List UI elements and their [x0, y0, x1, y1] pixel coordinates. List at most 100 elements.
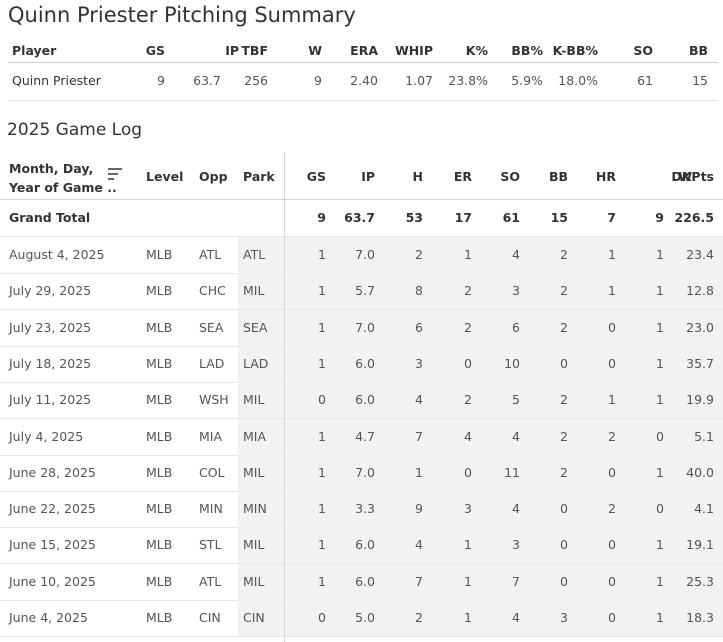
row-so-cell: 3: [512, 537, 520, 553]
row-bb-cell: 2: [560, 392, 568, 408]
row-bb-cell: 0: [560, 355, 568, 371]
summary-so: 61: [637, 73, 653, 88]
row-ip-cell: 7.0: [355, 464, 375, 480]
row-level-cell: MLB: [146, 610, 173, 625]
header-ip[interactable]: IP: [361, 169, 375, 184]
header-level[interactable]: Level: [146, 169, 184, 184]
summary-header-bb-pct[interactable]: BB%: [511, 43, 543, 58]
summary-header-so[interactable]: SO: [633, 43, 653, 58]
row-opp-cell: COL: [199, 464, 225, 480]
row-ip-cell: 4.7: [355, 428, 375, 444]
table-row[interactable]: July 4, 2025 MLB MIA MIA 1 4.7 7 4 4 2 2 0 5.1: [0, 418, 723, 456]
summary-header-whip[interactable]: WHIP: [394, 43, 433, 58]
header-opp[interactable]: Opp: [199, 169, 228, 184]
park-cell-shading: [238, 563, 284, 600]
row-shading: [285, 309, 723, 346]
row-level-cell: MLB: [146, 355, 173, 371]
date-column-header[interactable]: Month, Day, Year of Game ..: [9, 159, 117, 197]
row-w-cell: 1: [656, 355, 664, 371]
row-level-cell: MLB: [146, 573, 173, 589]
row-opp-cell: LAD: [199, 355, 225, 371]
summary-bb: 15: [692, 73, 708, 88]
table-row[interactable]: July 23, 2025 MLB SEA SEA 1 7.0 6 2 6 2 0 1 23.0: [0, 309, 723, 347]
table-row[interactable]: June 28, 2025 MLB COL MIL 1 7.0 1 0 11 2 0 1 40.0: [0, 454, 723, 492]
row-dkpts-cell: 19.9: [686, 392, 714, 408]
game-log-title: 2025 Game Log: [7, 120, 143, 140]
row-shading: [285, 600, 723, 636]
table-row[interactable]: June 22, 2025 MLB MIN MIN 1 3.3 9 3 4 0 2 0 4.1: [0, 491, 723, 529]
total-h-cell: 53: [405, 210, 423, 225]
row-bb-cell: 0: [560, 537, 568, 553]
header-h[interactable]: H: [412, 169, 423, 184]
summary-header-player[interactable]: Player: [12, 43, 57, 58]
summary-k-pct: 23.8%: [448, 73, 488, 88]
row-shading: [285, 563, 723, 600]
summary-header-k-pct[interactable]: K%: [465, 43, 488, 58]
row-date-cell: July 11, 2025: [9, 392, 92, 408]
row-level-cell: MLB: [146, 428, 173, 444]
row-bb-cell: 2: [560, 428, 568, 444]
row-h-cell: 2: [415, 247, 423, 262]
date-header-line1: Month, Day,: [9, 161, 94, 176]
header-hr[interactable]: HR: [595, 169, 616, 184]
row-gs-cell: 1: [318, 247, 326, 262]
row-park-cell: MIL: [243, 283, 265, 299]
total-bb-cell: 15: [550, 210, 568, 225]
row-h-cell: 9: [415, 501, 423, 517]
row-er-cell: 1: [464, 247, 472, 262]
total-dkpts-cell: 226.5: [674, 210, 714, 225]
park-cell-shading: [238, 491, 284, 528]
park-cell-shading: [238, 273, 284, 310]
summary-header-era[interactable]: ERA: [350, 43, 378, 58]
park-cell-shading: [238, 382, 284, 419]
table-row[interactable]: June 10, 2025 MLB ATL MIL 1 6.0 7 1 7 0 0 1 25.3: [0, 563, 723, 601]
summary-header-gs[interactable]: GS: [145, 43, 165, 58]
summary-k-bb-pct: 18.0%: [558, 73, 598, 88]
row-date-cell: June 10, 2025: [9, 573, 96, 589]
header-so[interactable]: SO: [500, 169, 520, 184]
row-shading: [285, 527, 723, 564]
row-date-cell: June 22, 2025: [9, 501, 96, 517]
header-w[interactable]: W: [678, 169, 692, 184]
row-level-cell: MLB: [146, 247, 173, 262]
row-er-cell: 2: [464, 392, 472, 408]
summary-header-bb[interactable]: BB: [688, 43, 708, 58]
row-dkpts-cell: 12.8: [686, 283, 714, 299]
row-opp-cell: WSH: [199, 392, 229, 408]
table-row[interactable]: July 18, 2025 MLB LAD LAD 1 6.0 3 0 10 0 0 1 35.7: [0, 345, 723, 383]
table-row[interactable]: August 4, 2025 MLB ATL ATL 1 7.0 2 1 4 2 1 1 23.4: [0, 237, 723, 274]
summary-header-w[interactable]: W: [308, 43, 322, 58]
row-hr-cell: 1: [608, 247, 616, 262]
summary-header-k-bb-pct[interactable]: K-BB%: [552, 43, 598, 58]
grand-total-row[interactable]: Grand Total 9 63.7 53 17 61 15 7 9 226.5: [0, 200, 723, 237]
row-w-cell: 1: [656, 247, 664, 262]
row-park-cell: MIL: [243, 464, 265, 480]
header-er[interactable]: ER: [453, 169, 472, 184]
row-gs-cell: 1: [318, 428, 326, 444]
page-title: Quinn Priester Pitching Summary: [8, 3, 356, 27]
row-opp-cell: STL: [199, 537, 222, 553]
header-dkpts[interactable]: DKPts: [671, 169, 714, 184]
column-divider: [284, 152, 285, 642]
table-row[interactable]: July 11, 2025 MLB WSH MIL 0 6.0 4 2 5 2 1 1 19.9: [0, 382, 723, 420]
total-date-cell: Grand Total: [9, 210, 91, 225]
summary-row[interactable]: Quinn Priester 9 63.7 256 9 2.40 1.07 23…: [8, 62, 718, 101]
row-h-cell: 8: [415, 283, 423, 299]
park-cell-shading: [238, 600, 284, 636]
row-park-cell: MIL: [243, 392, 265, 408]
row-so-cell: 5: [512, 392, 520, 408]
row-park-cell: ATL: [243, 247, 266, 262]
header-bb[interactable]: BB: [548, 169, 568, 184]
summary-header-ip[interactable]: IP: [225, 43, 239, 58]
table-row[interactable]: June 15, 2025 MLB STL MIL 1 6.0 4 1 3 0 0 1 19.1: [0, 527, 723, 565]
table-row[interactable]: July 29, 2025 MLB CHC MIL 1 5.7 8 2 3 2 1 1 12.8: [0, 273, 723, 311]
header-gs[interactable]: GS: [306, 169, 326, 184]
summary-header-tbf[interactable]: TBF: [241, 43, 268, 58]
row-ip-cell: 7.0: [355, 319, 375, 335]
sort-lines-icon[interactable]: [108, 168, 122, 182]
header-park[interactable]: Park: [243, 169, 275, 184]
row-er-cell: 2: [464, 283, 472, 299]
row-w-cell: 1: [656, 537, 664, 553]
table-row[interactable]: June 4, 2025 MLB CIN CIN 0 5.0 2 1 4 3 0 1 18.3: [0, 600, 723, 637]
row-so-cell: 7: [512, 573, 520, 589]
